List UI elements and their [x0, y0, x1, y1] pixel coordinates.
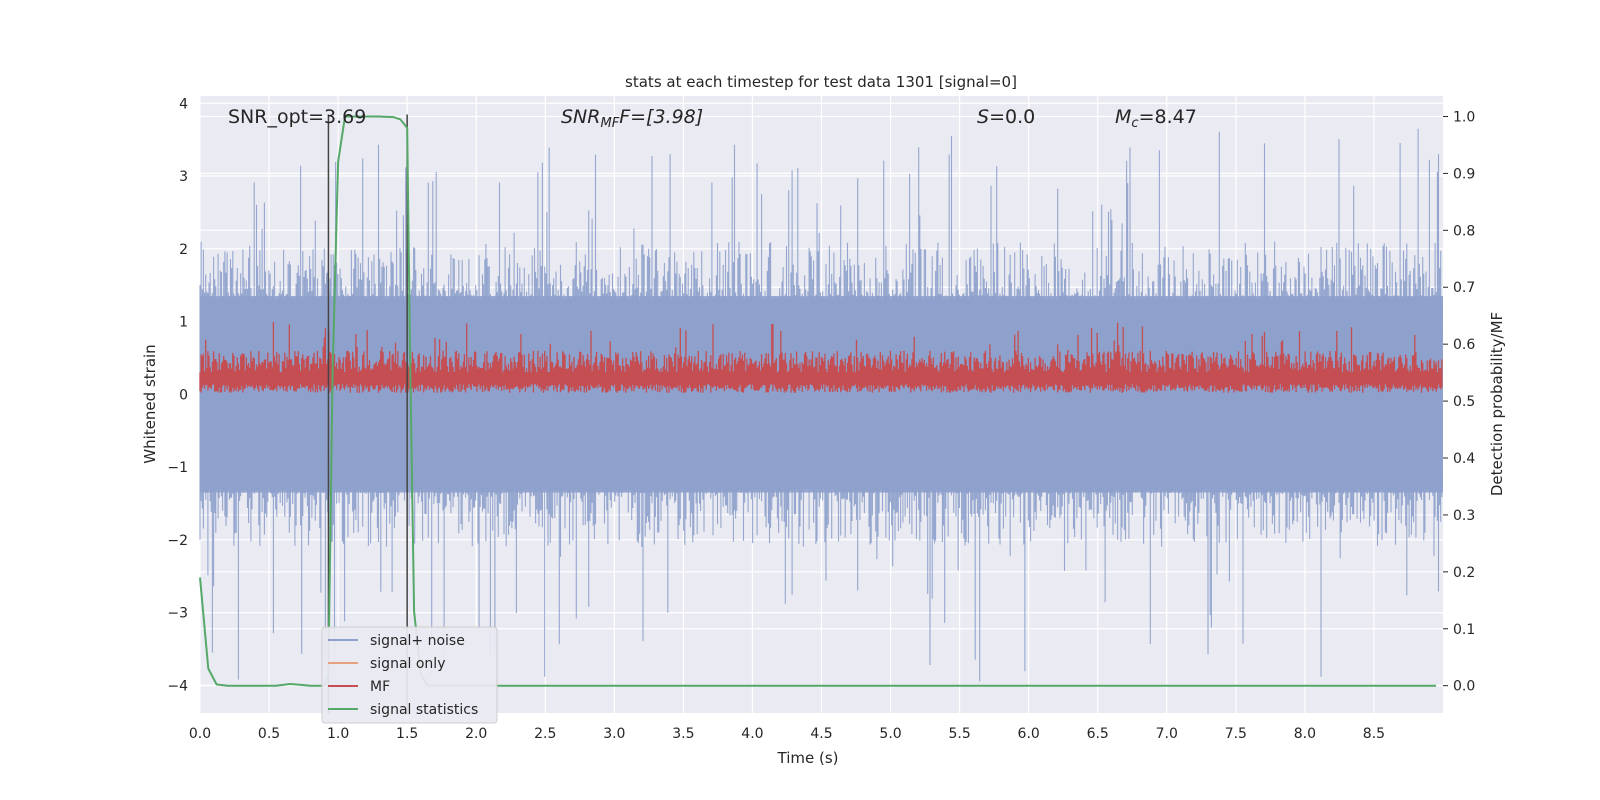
mc-var: M [1115, 106, 1131, 128]
x-tick-label: 8.0 [1294, 726, 1316, 742]
x-tick-label: 0.0 [189, 726, 211, 742]
x-tick-label: 5.0 [879, 726, 901, 742]
y-right-tick-label: 0.5 [1453, 394, 1475, 410]
y-tick-label: 2 [179, 242, 188, 258]
y-tick-label: −2 [167, 533, 188, 549]
x-tick-label: 0.5 [258, 726, 280, 742]
y-tick-label: 4 [179, 96, 188, 112]
x-tick-label: 4.0 [741, 726, 763, 742]
chart-title: stats at each timestep for test data 130… [625, 73, 1017, 91]
x-axis-label: Time (s) [777, 749, 839, 767]
x-tick-label: 2.0 [465, 726, 487, 742]
x-axis-ticks: 0.0 0.5 1.0 1.5 2.0 2.5 3.0 3.5 4.0 4.5 5.0 5.5 6.0 6… [189, 726, 1385, 742]
y-right-tick-label: 0.7 [1453, 280, 1475, 296]
x-tick-label: 4.5 [810, 726, 832, 742]
snr-mf-sub: MF [600, 116, 619, 131]
x-tick-label: 2.5 [534, 726, 556, 742]
signal-statistics-line [199, 115, 1437, 687]
annotation-s: S=0.0 [977, 106, 1035, 128]
y-right-tick-label: 0.3 [1453, 508, 1475, 524]
s-var: S [977, 106, 989, 128]
legend: signal+ noise signal only MF signal stat… [321, 626, 498, 724]
x-tick-label: 1.5 [396, 726, 418, 742]
x-tick-label: 6.0 [1018, 726, 1040, 742]
y-right-tick-label: 0.9 [1453, 166, 1475, 182]
y-right-tick-label: 0.0 [1453, 679, 1475, 695]
y-tick-label: 3 [179, 169, 188, 185]
y-tick-label: −1 [167, 460, 188, 476]
x-tick-label: 6.5 [1087, 726, 1109, 742]
y-right-tick-label: 0.2 [1453, 565, 1475, 581]
x-tick-label: 3.0 [603, 726, 625, 742]
x-tick-label: 3.5 [672, 726, 694, 742]
y-right-tick-label: 0.4 [1453, 451, 1475, 467]
y-right-tick-label: 0.8 [1453, 223, 1475, 239]
x-tick-label: 7.0 [1156, 726, 1178, 742]
snr-mf-rest: F=[3.98] [619, 106, 703, 128]
y-right-tick-label: 0.1 [1453, 622, 1475, 638]
legend-label-signal-only: signal only [370, 656, 445, 672]
x-tick-label: 5.5 [948, 726, 970, 742]
annotation-snr-opt: SNR_opt=3.69 [228, 106, 366, 128]
signal-noise-core [200, 296, 1443, 493]
y-axis-label: Whitened strain [141, 344, 159, 463]
x-tick-label: 1.0 [327, 726, 349, 742]
legend-box [321, 626, 498, 724]
x-tick-label: 8.5 [1363, 726, 1385, 742]
mc-rest: =8.47 [1139, 106, 1197, 128]
legend-label-mf: MF [370, 679, 390, 695]
y-right-axis-ticks: 1.0 0.9 0.8 0.7 0.6 0.5 0.4 0.3 0.2 0.1 0.0 [1443, 109, 1475, 695]
annotation-snr-mf: SNRMFF=[3.98] [561, 106, 703, 131]
y-right-tick-label: 1.0 [1453, 109, 1475, 125]
mf-trace [199, 322, 1443, 393]
y-right-tick-label: 0.6 [1453, 337, 1475, 353]
y-tick-label: −3 [167, 606, 188, 622]
x-tick-label: 7.5 [1225, 726, 1247, 742]
annotation-mc: Mc=8.47 [1115, 106, 1197, 131]
snr-mf-base: SNR [561, 106, 600, 128]
mc-sub: c [1131, 116, 1138, 131]
y-tick-label: −4 [167, 678, 188, 694]
legend-label-signal-noise: signal+ noise [370, 633, 465, 649]
y-tick-label: 0 [179, 387, 188, 403]
y-tick-label: 1 [179, 315, 188, 331]
y-right-axis-label: Detection probability/MF [1488, 312, 1506, 496]
signal-statistics-layer [199, 115, 1437, 687]
s-rest: =0.0 [989, 106, 1035, 128]
y-axis-ticks: 4 3 2 1 0 −1 −2 −3 −4 [167, 96, 188, 694]
legend-label-signal-statistics: signal statistics [370, 702, 478, 718]
